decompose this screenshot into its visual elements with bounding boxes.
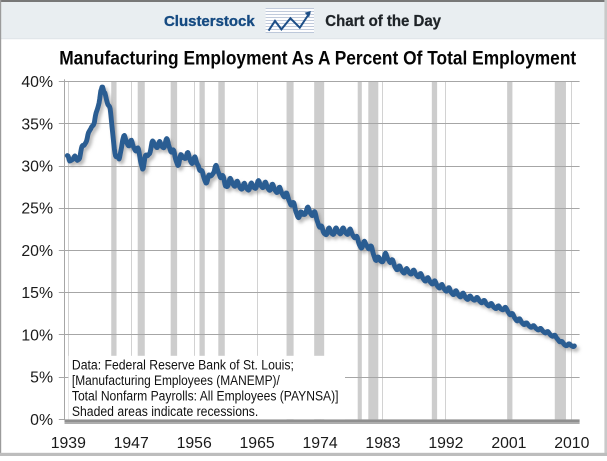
svg-text:35%: 35% [21, 116, 53, 133]
svg-text:2001: 2001 [491, 435, 526, 452]
svg-text:15%: 15% [21, 285, 53, 302]
svg-text:Total Nonfarm Payrolls: All Em: Total Nonfarm Payrolls: All Employees (P… [72, 388, 339, 404]
svg-text:1974: 1974 [303, 435, 338, 452]
svg-text:Manufacturing Employment As A: Manufacturing Employment As A Percent Of… [59, 47, 576, 69]
svg-text:1956: 1956 [177, 435, 212, 452]
svg-text:25%: 25% [21, 201, 53, 218]
svg-text:Data: Federal Reserve Bank of: Data: Federal Reserve Bank of St. Louis; [72, 357, 294, 373]
svg-text:Clusterstock: Clusterstock [164, 13, 255, 30]
svg-text:2010: 2010 [554, 435, 589, 452]
svg-text:[Manufacturing Employees (MANE: [Manufacturing Employees (MANEMP)/ [72, 373, 280, 389]
svg-text:Chart of the Day: Chart of the Day [325, 13, 441, 30]
svg-text:1992: 1992 [428, 435, 463, 452]
svg-text:5%: 5% [30, 370, 53, 387]
svg-text:40%: 40% [21, 74, 53, 91]
svg-text:1947: 1947 [114, 435, 149, 452]
svg-text:1983: 1983 [365, 435, 400, 452]
svg-text:30%: 30% [21, 159, 53, 176]
svg-text:10%: 10% [21, 327, 53, 344]
svg-text:Shaded areas indicate recessio: Shaded areas indicate recessions. [72, 404, 258, 420]
svg-text:1939: 1939 [51, 435, 86, 452]
svg-text:20%: 20% [21, 243, 53, 260]
svg-text:1965: 1965 [240, 435, 275, 452]
svg-text:0%: 0% [30, 412, 53, 429]
